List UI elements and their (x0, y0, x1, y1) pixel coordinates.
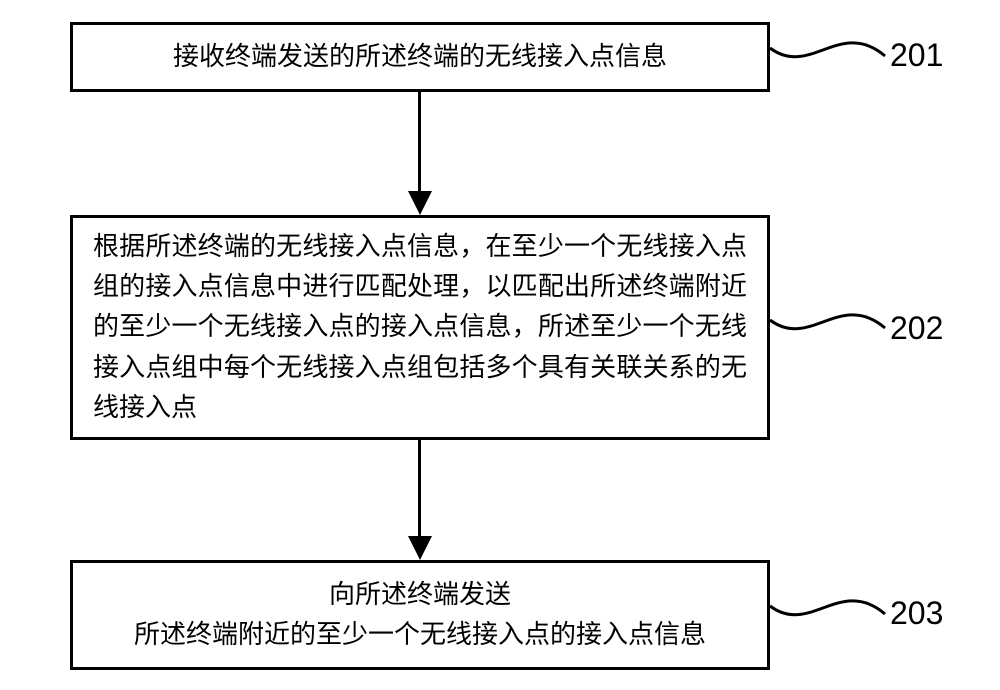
step-label-202: 202 (890, 310, 943, 347)
step-label-201: 201 (890, 37, 943, 74)
step-label-203: 203 (890, 595, 943, 632)
connector-201-curve (770, 43, 885, 57)
connector-203-curve (770, 601, 885, 615)
connector-1-svg (0, 0, 1000, 690)
connector-202-curve (770, 315, 885, 329)
